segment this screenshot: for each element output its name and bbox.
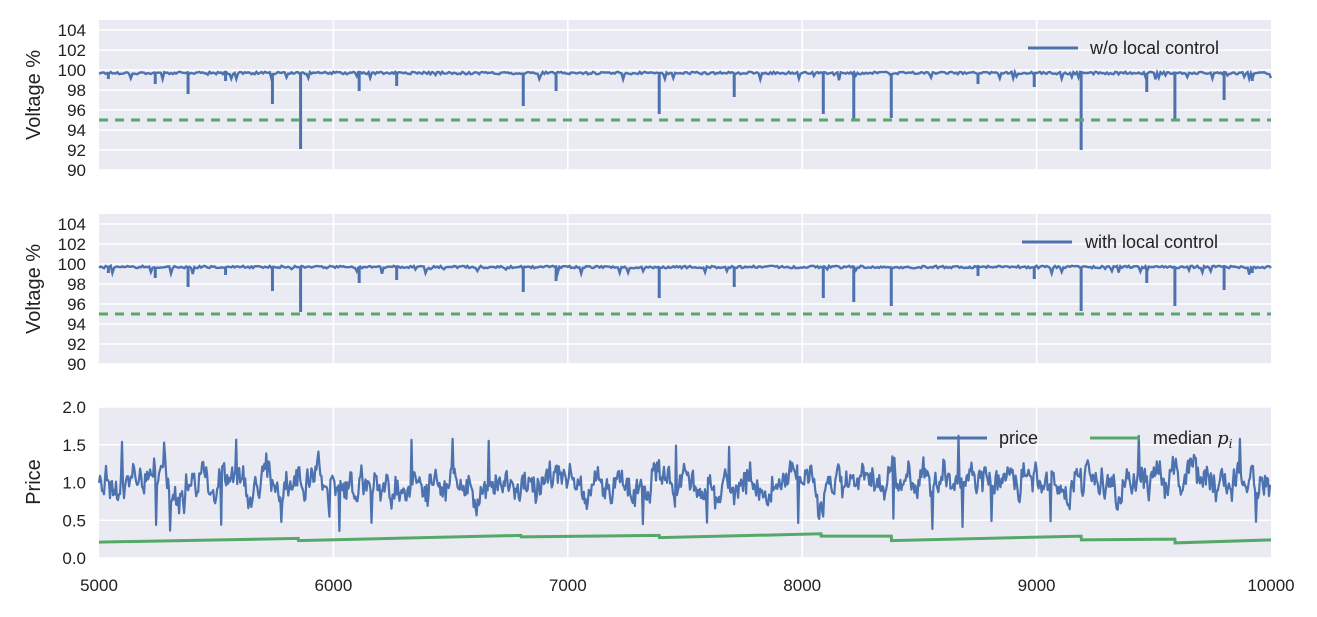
y-tick-label: 94 (67, 121, 86, 140)
y-tick-label: 96 (67, 295, 86, 314)
x-tick-label: 8000 (783, 576, 821, 595)
voltage-line (98, 68, 1273, 84)
y-tick-label: 92 (67, 335, 86, 354)
y-axis-label-1: Voltage % (23, 50, 45, 140)
voltage-line (98, 263, 1272, 279)
legend-median-symbol: p (1217, 428, 1229, 449)
legend-label-w-o-local-control: w/o local control (1089, 38, 1219, 58)
y-tick-label: 0.5 (62, 511, 86, 530)
x-tick-label: 7000 (549, 576, 587, 595)
series-2 (98, 263, 1272, 316)
legend-3: price median pi (937, 428, 1233, 451)
y-tick-label: 90 (67, 355, 86, 374)
legend-label-median: median pi (1153, 428, 1233, 451)
x-tick-label: 6000 (314, 576, 352, 595)
median-line (98, 532, 1272, 545)
legend-label-with-local-control: with local control (1084, 232, 1218, 252)
legend-label-price: price (999, 428, 1038, 448)
y-tick-label: 104 (58, 215, 86, 234)
x-ticks-3: 5000 6000 7000 8000 9000 10000 (80, 576, 1295, 595)
x-tick-label: 5000 (80, 576, 118, 595)
legend-median-subscript: i (1229, 437, 1233, 451)
y-tick-label: 98 (67, 275, 86, 294)
y-tick-label: 100 (58, 255, 86, 274)
x-tick-label: 9000 (1018, 576, 1056, 595)
plot-area-2 (99, 214, 1271, 364)
series-3 (97, 434, 1272, 545)
y-tick-label: 90 (67, 161, 86, 180)
plot-area-1 (99, 20, 1271, 170)
y-axis-label-2: Voltage % (23, 244, 45, 334)
gridlines-2 (99, 214, 1271, 365)
legend-1: w/o local control (1028, 38, 1219, 58)
y-tick-label: 92 (67, 141, 86, 160)
gridlines-3 (99, 406, 1271, 559)
y-tick-label: 1.5 (62, 436, 86, 455)
x-tick-label: 10000 (1247, 576, 1294, 595)
price-line (97, 434, 1272, 533)
y-tick-label: 1.0 (62, 474, 86, 493)
y-tick-label: 96 (67, 101, 86, 120)
y-tick-label: 102 (58, 235, 86, 254)
y-tick-label: 102 (58, 41, 86, 60)
y-tick-label: 104 (58, 21, 86, 40)
series-1 (98, 68, 1273, 150)
y-tick-label: 100 (58, 61, 86, 80)
legend-2: with local control (1022, 232, 1218, 252)
y-ticks-3: 0.0 0.5 1.0 1.5 2.0 (62, 398, 86, 568)
y-tick-label: 94 (67, 315, 86, 334)
y-tick-label: 98 (67, 81, 86, 100)
y-tick-label: 2.0 (62, 398, 86, 417)
gridlines-1 (99, 20, 1271, 171)
panel-price: 0.0 0.5 1.0 1.5 2.0 5000 6000 7000 8000 9000 1000… (23, 398, 1295, 595)
y-tick-label: 0.0 (62, 549, 86, 568)
y-axis-label-3: Price (23, 459, 45, 505)
legend-median-word: median (1153, 428, 1212, 448)
